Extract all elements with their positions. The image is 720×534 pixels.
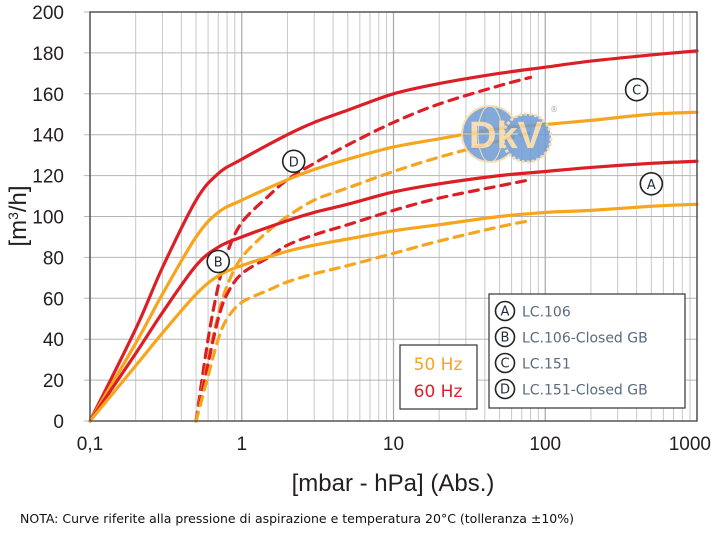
series-line-d-50hz: [194, 131, 533, 423]
legend-entry-d: D LC.151-Closed GB: [494, 378, 648, 400]
y-tick-label: 40: [43, 330, 64, 351]
legend-60hz: 60 Hz: [414, 382, 463, 402]
x-axis-ticks: 0,1 1 10 100 1000: [77, 434, 711, 455]
curve-label-letter: D: [289, 155, 299, 170]
y-tick-label: 20: [43, 371, 64, 392]
curve-labels: A B C D: [206, 77, 664, 274]
legend-entry-a: A LC.106: [494, 300, 571, 322]
frequency-legend: 50 Hz 60 Hz: [399, 344, 478, 410]
watermark-text: DkV: [469, 115, 544, 157]
x-axis-title: [mbar - hPa] (Abs.): [292, 470, 495, 497]
x-tick-label: 0,1: [77, 434, 103, 455]
series-line-d-60hz: [194, 75, 533, 423]
gear-icon: [501, 112, 553, 164]
curve-label-letter: A: [647, 178, 656, 193]
series-line-b-50hz: [194, 218, 533, 423]
legend-letter: A: [501, 305, 510, 320]
footnote: NOTA: Curve riferite alla pressione di a…: [20, 511, 575, 526]
y-tick-label: 60: [43, 289, 64, 310]
y-tick-label: 100: [32, 208, 64, 229]
legend-letter: C: [500, 357, 509, 372]
curve-label-b: B: [206, 249, 231, 274]
curve-label-letter: B: [214, 255, 223, 270]
y-tick-label: 180: [32, 44, 64, 65]
series-line-c-50hz: [88, 110, 699, 423]
legend-letter-circle: [494, 300, 516, 322]
legend-label: LC.106: [522, 305, 571, 321]
plot-frame: [89, 11, 698, 422]
curve-label-circle: [624, 77, 649, 102]
legend-letter-circle: [494, 352, 516, 374]
legend-letter: B: [501, 331, 510, 346]
legend-label: LC.151: [522, 357, 571, 373]
curve-label-circle: [281, 149, 306, 174]
curve-label-circle: [639, 171, 664, 196]
legend-letter-circle: [494, 326, 516, 348]
legend-50hz: 50 Hz: [414, 355, 463, 375]
x-tick-label: 10: [383, 434, 404, 455]
y-axis-title-sup: 3: [5, 212, 21, 220]
model-legend-box: [488, 293, 686, 409]
legend-entry-b: B LC.106-Closed GB: [494, 326, 648, 348]
x-tick-label: 1: [236, 434, 247, 455]
model-legend: A LC.106 B LC.106-Closed GB C LC.151 D LC.151-C…: [488, 293, 686, 409]
frequency-legend-box: [399, 344, 478, 410]
legend-label: LC.106-Closed GB: [522, 331, 648, 347]
series-line-a-60hz: [88, 159, 699, 423]
series-line-a-50hz: [88, 202, 699, 423]
curve-label-d: D: [281, 149, 306, 174]
series-layer: [88, 49, 699, 423]
legend-label: LC.151-Closed GB: [522, 383, 648, 399]
y-axis-title-rest: /h]: [5, 185, 32, 212]
registered-mark: ®: [550, 105, 558, 114]
y-tick-label: 80: [43, 248, 64, 269]
y-tick-label: 0: [53, 412, 64, 433]
y-tick-label: 200: [32, 3, 64, 24]
legend-entry-c: C LC.151: [494, 352, 571, 374]
legend-letter-circle: [494, 378, 516, 400]
dkv-logo-watermark: DkV ®: [461, 105, 558, 164]
x-tick-label: 100: [529, 434, 561, 455]
curve-label-c: C: [624, 77, 649, 102]
y-axis-ticks: 0 20 40 60 80 100 120 140 160 180 200: [32, 3, 64, 433]
curve-label-a: A: [639, 171, 664, 196]
x-tick-label: 1000: [669, 434, 711, 455]
y-axis-title-base: [m: [5, 220, 32, 247]
y-tick-label: 160: [32, 85, 64, 106]
curve-label-letter: C: [632, 84, 641, 99]
y-tick-label: 120: [32, 167, 64, 188]
legend-letter: D: [500, 383, 510, 398]
series-line-c-60hz: [88, 49, 699, 423]
y-tick-label: 140: [32, 126, 64, 147]
y-axis-title: [m3/h]: [5, 185, 32, 246]
series-line-b-60hz: [194, 178, 533, 423]
curve-label-circle: [206, 249, 231, 274]
